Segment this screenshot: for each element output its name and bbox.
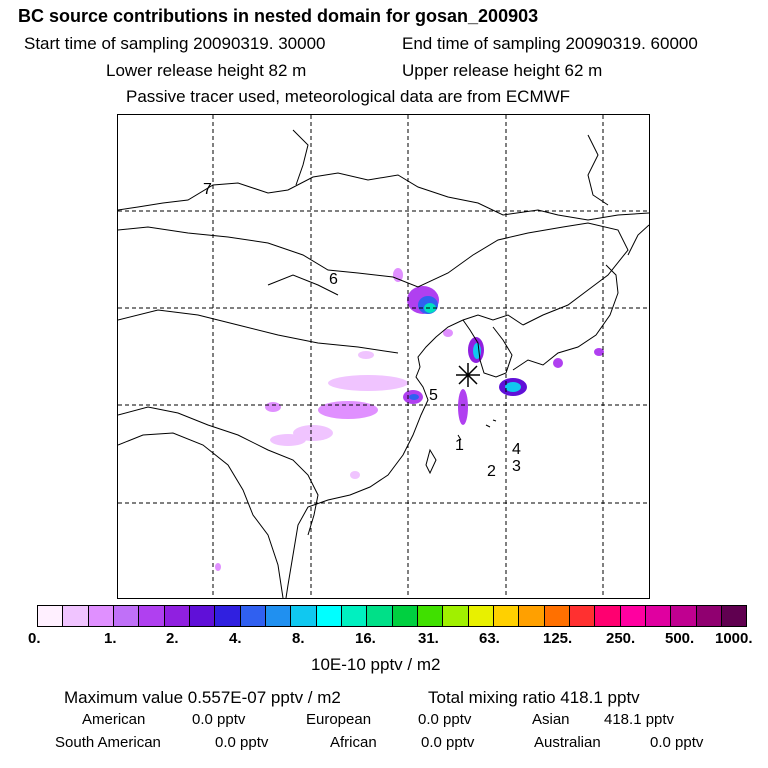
map-label-7: 7	[203, 181, 212, 198]
colorbar-swatch	[265, 606, 292, 626]
colorbar-swatch	[316, 606, 342, 626]
max-value: Maximum value 0.557E-07 pptv / m2	[64, 688, 341, 707]
colorbar-tick-label: 250.	[606, 630, 636, 647]
release-site-marker	[456, 363, 480, 387]
colorbar-unit: 10E-10 pptv / m2	[311, 655, 441, 674]
graticule	[118, 115, 649, 598]
colorbar-tick-label: 125.	[543, 630, 573, 647]
colorbar-tick-label: 2.	[166, 630, 179, 647]
african-value: 0.0 pptv	[421, 734, 475, 751]
african-label: African	[330, 734, 377, 751]
map-label-5: 5	[429, 387, 438, 404]
colorbar-swatch	[595, 606, 621, 626]
colorbar-swatch	[417, 606, 444, 626]
colorbar-swatch	[240, 606, 266, 626]
coastlines	[118, 129, 649, 598]
colorbar-tick-label: 4.	[229, 630, 242, 647]
colorbar-swatch	[671, 606, 697, 626]
colorbar-swatch	[645, 606, 672, 626]
australian-label: Australian	[534, 734, 601, 751]
lower-release-height: Lower release height 82 m	[106, 61, 307, 80]
colorbar-swatch	[38, 606, 64, 626]
map-label-1: 1	[455, 437, 464, 454]
map-label-4: 4	[512, 441, 521, 458]
american-label: American	[82, 711, 146, 728]
map-label-3: 3	[512, 458, 521, 475]
colorbar-swatch	[189, 606, 216, 626]
colorbar-swatch	[88, 606, 114, 626]
american-value: 0.0 pptv	[192, 711, 246, 728]
map-label-6: 6	[329, 271, 338, 288]
total-mixing-ratio: Total mixing ratio 418.1 pptv	[428, 688, 640, 707]
colorbar-tick-label: 0.	[28, 630, 41, 647]
colorbar-swatch	[696, 606, 722, 626]
map-svg	[118, 115, 649, 598]
colorbar	[37, 605, 747, 627]
colorbar-swatch	[519, 606, 545, 626]
colorbar-swatch	[63, 606, 89, 626]
colorbar-swatch	[113, 606, 140, 626]
south-american-value: 0.0 pptv	[215, 734, 269, 751]
asian-label: Asian	[532, 711, 570, 728]
european-label: European	[306, 711, 372, 728]
colorbar-swatch	[620, 606, 646, 626]
asian-value: 418.1 pptv	[604, 711, 675, 728]
map-label-2: 2	[487, 463, 496, 480]
australian-value: 0.0 pptv	[650, 734, 704, 751]
upper-release-height: Upper release height 62 m	[402, 61, 603, 80]
colorbar-swatch	[721, 606, 747, 626]
plot-title: BC source contributions in nested domain…	[18, 6, 539, 26]
colorbar-tick-label: 1000.	[715, 630, 753, 647]
colorbar-tick-label: 500.	[665, 630, 695, 647]
colorbar-swatch	[392, 606, 418, 626]
colorbar-swatch	[468, 606, 494, 626]
south-american-label: South American	[55, 734, 161, 751]
start-time: Start time of sampling 20090319. 30000	[24, 34, 326, 53]
colorbar-swatch	[341, 606, 368, 626]
european-value: 0.0 pptv	[418, 711, 472, 728]
colorbar-swatch	[291, 606, 317, 626]
colorbar-swatch	[493, 606, 520, 626]
colorbar-swatch	[443, 606, 469, 626]
colorbar-tick-label: 1.	[104, 630, 117, 647]
colorbar-swatch	[367, 606, 393, 626]
colorbar-swatch	[569, 606, 596, 626]
end-time: End time of sampling 20090319. 60000	[402, 34, 698, 53]
colorbar-tick-label: 31.	[418, 630, 439, 647]
colorbar-swatch	[544, 606, 570, 626]
colorbar-tick-label: 8.	[292, 630, 305, 647]
map-panel: 7 6 5 1 2 3 4	[117, 114, 650, 599]
colorbar-swatch	[215, 606, 241, 626]
tracer-note: Passive tracer used, meteorological data…	[126, 87, 571, 106]
colorbar-tick-label: 63.	[479, 630, 500, 647]
colorbar-swatch	[164, 606, 190, 626]
colorbar-tick-label: 16.	[355, 630, 376, 647]
colorbar-swatch	[139, 606, 165, 626]
